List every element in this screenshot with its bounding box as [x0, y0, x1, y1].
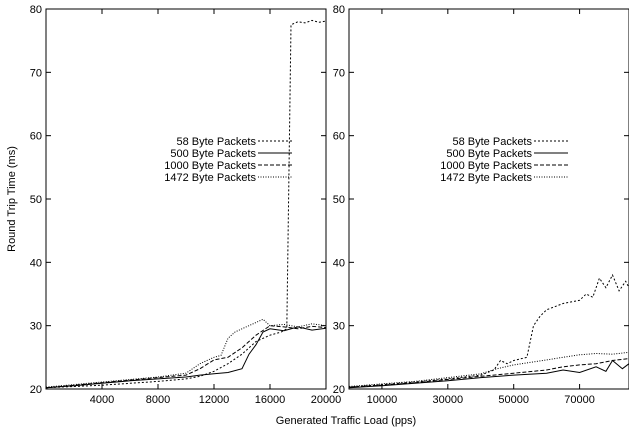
y-tick-label: 80 — [30, 4, 42, 16]
y-tick-label: 30 — [333, 321, 345, 333]
y-tick-label: 60 — [333, 131, 345, 143]
right-panel: 20 30 40 50 60 70 80 10000 30000 50000 70000 58 Byt… — [333, 4, 629, 406]
legend-label: 1472 Byte Packets — [164, 172, 256, 184]
x-tick-label: 50000 — [498, 394, 529, 406]
y-tick-label: 40 — [30, 257, 42, 269]
series-line-3 — [348, 358, 629, 388]
y-tick-label: 70 — [30, 67, 42, 79]
y-tick-label: 70 — [333, 67, 345, 79]
left-panel: 20 30 40 50 60 70 80 4000 8000 12000 16000 20000 Rou… — [6, 4, 341, 406]
x-tick-label: 16000 — [255, 394, 286, 406]
y-axis-title: Round Trip Time (ms) — [6, 146, 18, 252]
legend-label: 500 Byte Packets — [170, 148, 256, 160]
y-tick-label: 20 — [30, 384, 42, 396]
y-tick-label: 40 — [333, 257, 345, 269]
series-line-1 — [348, 273, 629, 388]
legend-label: 58 Byte Packets — [453, 136, 533, 148]
plot-frame — [348, 8, 629, 390]
series-line-3 — [45, 325, 327, 389]
legend-label: 1000 Byte Packets — [164, 160, 256, 172]
x-tick-label: 30000 — [433, 394, 464, 406]
series-line-4 — [348, 351, 629, 387]
series-line-1 — [45, 19, 327, 389]
x-tick-label: 10000 — [367, 394, 398, 406]
x-tick-label: 8000 — [146, 394, 170, 406]
shared-x-axis-title: Generated Traffic Load (pps) — [276, 415, 416, 427]
y-tick-label: 20 — [333, 384, 345, 396]
legend-label: 1000 Byte Packets — [440, 160, 532, 172]
x-tick-label: 20000 — [311, 394, 342, 406]
y-tick-label: 80 — [333, 4, 345, 16]
series-line-2 — [45, 326, 327, 389]
legend-label: 500 Byte Packets — [446, 148, 532, 160]
y-tick-label: 60 — [30, 131, 42, 143]
legend-label: 58 Byte Packets — [177, 136, 257, 148]
series-line-2 — [348, 359, 629, 389]
x-tick-label: 70000 — [564, 394, 595, 406]
x-tick-label: 4000 — [90, 394, 114, 406]
y-tick-label: 50 — [30, 194, 42, 206]
y-tick-label: 50 — [333, 194, 345, 206]
plot-frame — [45, 8, 327, 390]
legend-label: 1472 Byte Packets — [440, 172, 532, 184]
x-tick-label: 12000 — [199, 394, 230, 406]
y-tick-label: 30 — [30, 321, 42, 333]
